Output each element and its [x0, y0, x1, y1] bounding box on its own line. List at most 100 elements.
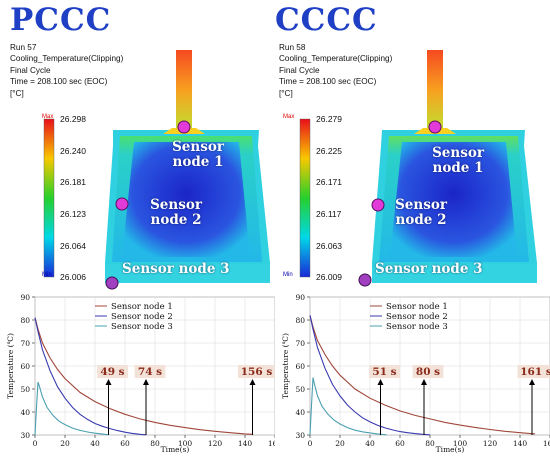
- colorbar-value: 26.123: [60, 209, 86, 219]
- y-axis-label: Temperature (℃): [6, 333, 15, 399]
- annotation-label: 161 s: [520, 366, 550, 378]
- temperature-chart: 30 40 50 60 70 80 90 0 20 40 60 80 100 120 140 160 Time(…: [281, 293, 550, 454]
- panel-cccc: CCCC Run 58 Cooling_Temperature(Clipping…: [275, 0, 550, 466]
- y-tick-label: 70: [295, 339, 305, 348]
- annotation-label: 51 s: [372, 366, 396, 378]
- cycle-label: Final Cycle: [10, 65, 51, 75]
- x-tick-label: 160: [268, 439, 275, 448]
- sensor-label-line: Sensor: [432, 145, 484, 161]
- mold-sprue: [427, 50, 443, 130]
- series-line: [34, 317, 253, 435]
- unit-label: [°C]: [10, 88, 24, 98]
- legend-label: Sensor node 2: [111, 312, 173, 322]
- annotation-label: 80 s: [416, 366, 440, 378]
- x-tick-label: 40: [90, 439, 100, 448]
- x-tick-label: 80: [150, 439, 160, 448]
- legend-label: Sensor node 1: [111, 302, 173, 312]
- x-axis-label: Time(s): [436, 445, 465, 454]
- annotation-arrowhead: [421, 379, 427, 385]
- sensor-node-3-label: Sensor node 3: [122, 261, 230, 277]
- sensor-label-line: Sensor: [150, 197, 202, 213]
- sensor-node-3-marker: [358, 273, 372, 287]
- x-tick-label: 100: [453, 439, 468, 448]
- y-tick-label: 80: [295, 316, 305, 325]
- y-tick-label: 60: [295, 362, 305, 371]
- x-tick-label: 0: [33, 439, 38, 448]
- variable-label: Cooling_Temperature(Clipping): [10, 54, 124, 64]
- mold-sprue: [176, 50, 192, 130]
- y-tick-label: 50: [20, 385, 30, 394]
- x-tick-label: 40: [365, 439, 375, 448]
- sensor-label-line: Sensor: [395, 197, 447, 213]
- mold-core: [122, 142, 250, 257]
- y-tick-label: 50: [295, 385, 305, 394]
- y-tick-label: 90: [20, 293, 30, 302]
- y-tick-label: 30: [295, 431, 305, 440]
- simulation-info: Run 58 Cooling_Temperature(Clipping) Fin…: [279, 42, 392, 99]
- series-line: [309, 315, 536, 435]
- colorbar-value: 26.181: [60, 177, 86, 187]
- mold-base: [105, 264, 270, 283]
- colorbar: [299, 118, 311, 278]
- variable-label: Cooling_Temperature(Clipping): [279, 54, 393, 64]
- x-tick-label: 20: [60, 439, 70, 448]
- x-tick-label: 140: [513, 439, 528, 448]
- annotation-arrowhead: [377, 379, 384, 385]
- sensor-node-2-marker: [115, 197, 129, 211]
- x-tick-label: 100: [178, 439, 193, 448]
- colorbar-value: 26.225: [316, 146, 342, 156]
- run-label: Run 58: [279, 43, 306, 52]
- colorbar-value: 26.240: [60, 146, 86, 156]
- y-axis-label: Temperature (℃): [281, 333, 290, 399]
- sensor-node-1-label: Sensor node 1: [418, 146, 498, 176]
- colorbar: [43, 118, 55, 278]
- mold-core: [390, 142, 517, 257]
- annotation-box: [238, 365, 275, 378]
- x-tick-label: 140: [238, 439, 253, 448]
- x-tick-label: 60: [395, 439, 405, 448]
- annotation-label: 156 s: [241, 366, 273, 378]
- annotation-arrowhead: [105, 379, 112, 385]
- annotation-box: [412, 365, 444, 378]
- x-tick-label: 160: [543, 439, 550, 448]
- sensor-node-1-marker: [428, 120, 442, 134]
- annotation-arrowhead: [143, 379, 149, 385]
- annotation-arrowhead: [529, 379, 535, 385]
- legend-label: Sensor node 2: [386, 312, 448, 322]
- y-tick-label: 60: [20, 362, 30, 371]
- sensor-node-1-marker: [177, 120, 191, 134]
- unit-label: [°C]: [279, 88, 293, 98]
- sensor-node-2-label: Sensor node 2: [136, 198, 216, 228]
- x-tick-label: 0: [308, 439, 313, 448]
- x-axis-label: Time(s): [161, 445, 190, 454]
- y-tick-label: 30: [20, 431, 30, 440]
- annotation-arrowhead: [249, 379, 256, 385]
- legend-label: Sensor node 3: [386, 322, 448, 332]
- colorbar-value: 26.298: [60, 114, 86, 124]
- annotation-box: [97, 365, 128, 378]
- annotation-box: [134, 365, 166, 378]
- x-tick-label: 120: [483, 439, 498, 448]
- panel-title: CCCC: [275, 2, 378, 38]
- y-tick-label: 40: [20, 408, 30, 417]
- simulation-view: [299, 50, 537, 287]
- y-tick-label: 70: [20, 339, 30, 348]
- series-line: [34, 317, 147, 436]
- colorbar-value: 26.117: [316, 209, 342, 219]
- legend-label: Sensor node 3: [111, 322, 173, 332]
- colorbar-value: 26.279: [316, 114, 342, 124]
- colorbar-value: 26.006: [60, 272, 86, 282]
- colorbar-max-label: Max: [283, 114, 295, 120]
- simulation-info: Run 57 Cooling_Temperature(Clipping) Fin…: [10, 42, 123, 99]
- panel-pccc: PCCC Run 57 Cooling_Temperature(Clipping…: [6, 2, 275, 454]
- mold-base: [372, 264, 537, 283]
- annotation-label: 49 s: [100, 366, 124, 378]
- annotation-box: [517, 365, 550, 378]
- sensor-label-line: node 1: [172, 154, 224, 170]
- annotation-label: 74 s: [138, 366, 162, 378]
- series-line: [309, 377, 387, 436]
- colorbar-min-label: Min: [283, 272, 293, 278]
- y-tick-label: 80: [20, 316, 30, 325]
- sensor-label-line: Sensor: [172, 139, 224, 155]
- series-line: [309, 315, 431, 436]
